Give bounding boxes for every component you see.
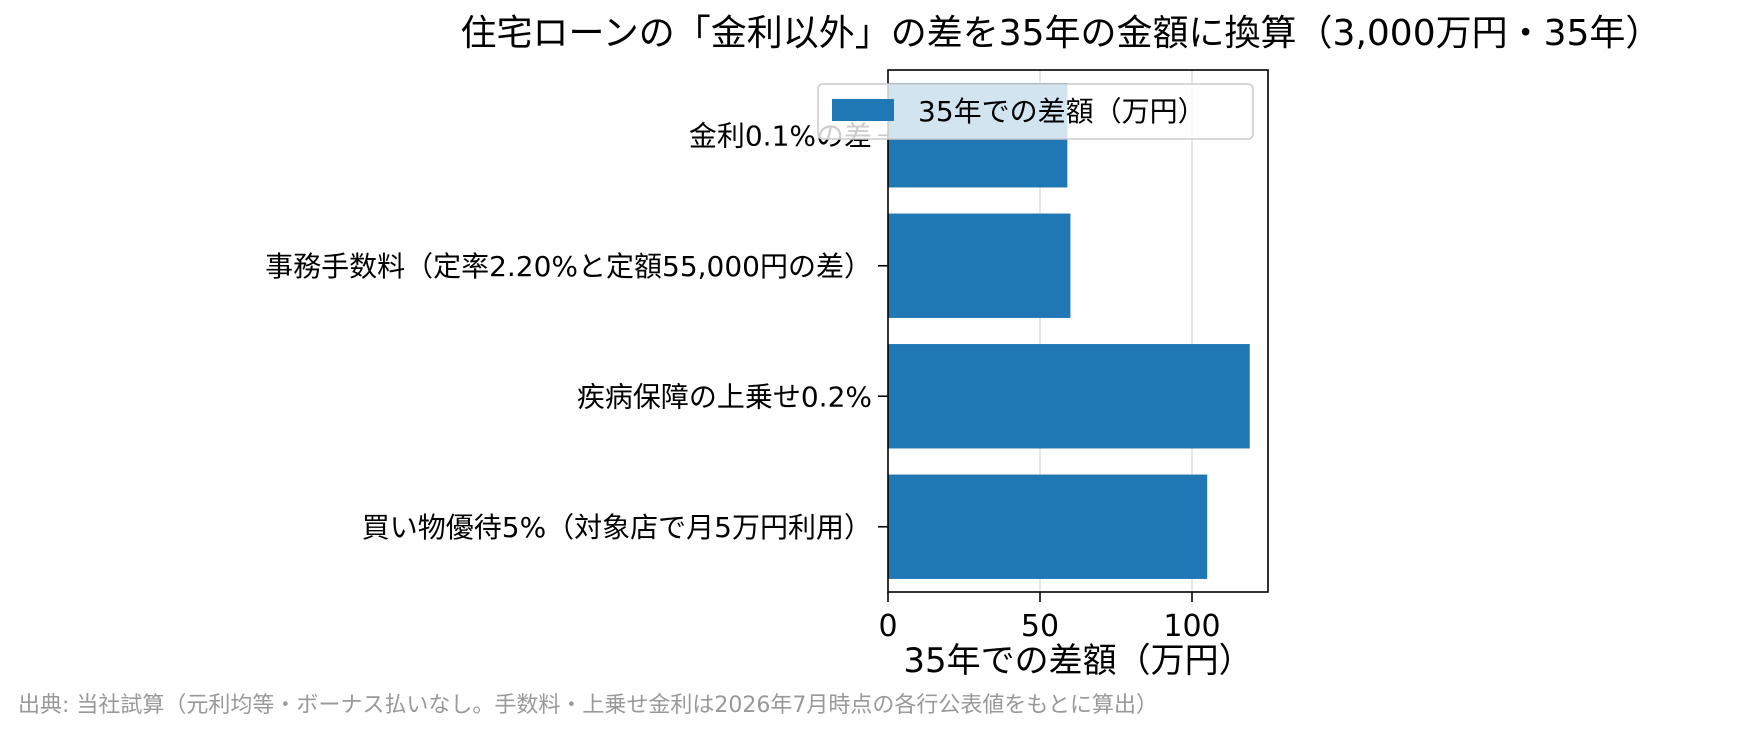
- y-tick-label: 疾病保障の上乗せ0.2%: [577, 380, 872, 413]
- x-axis-label: 35年での差額（万円）: [903, 641, 1252, 681]
- bars: [888, 83, 1250, 579]
- x-tick-label: 100: [1163, 609, 1220, 644]
- legend-swatch: [832, 99, 894, 121]
- legend-box: [817, 83, 1254, 140]
- chart-title: 住宅ローンの「金利以外」の差を35年の金額に換算（3,000万円・35年）: [461, 13, 1662, 54]
- y-axis: 金利0.1%の差事務手数料（定率2.20%と定額55,000円の差）疾病保障の上…: [265, 119, 888, 544]
- y-tick-label: 事務手数料（定率2.20%と定額55,000円の差）: [265, 250, 872, 283]
- bar: [888, 344, 1250, 449]
- y-tick-label: 買い物優待5%（対象店で月5万円利用）: [362, 511, 872, 544]
- plot-frame: [887, 69, 1269, 593]
- bar: [888, 213, 1071, 318]
- bar: [888, 474, 1208, 579]
- source-note: 出典: 当社試算（元利均等・ボーナス払いなし。手数料・上乗せ金利は2026年7月…: [18, 693, 1158, 718]
- x-axis: 0 50 100: [878, 592, 1221, 644]
- legend: 35年での差額（万円）: [817, 83, 1254, 140]
- legend-label: 35年での差額（万円）: [918, 95, 1206, 128]
- x-tick-label: 50: [1021, 609, 1059, 644]
- x-tick-label: 0: [878, 609, 897, 644]
